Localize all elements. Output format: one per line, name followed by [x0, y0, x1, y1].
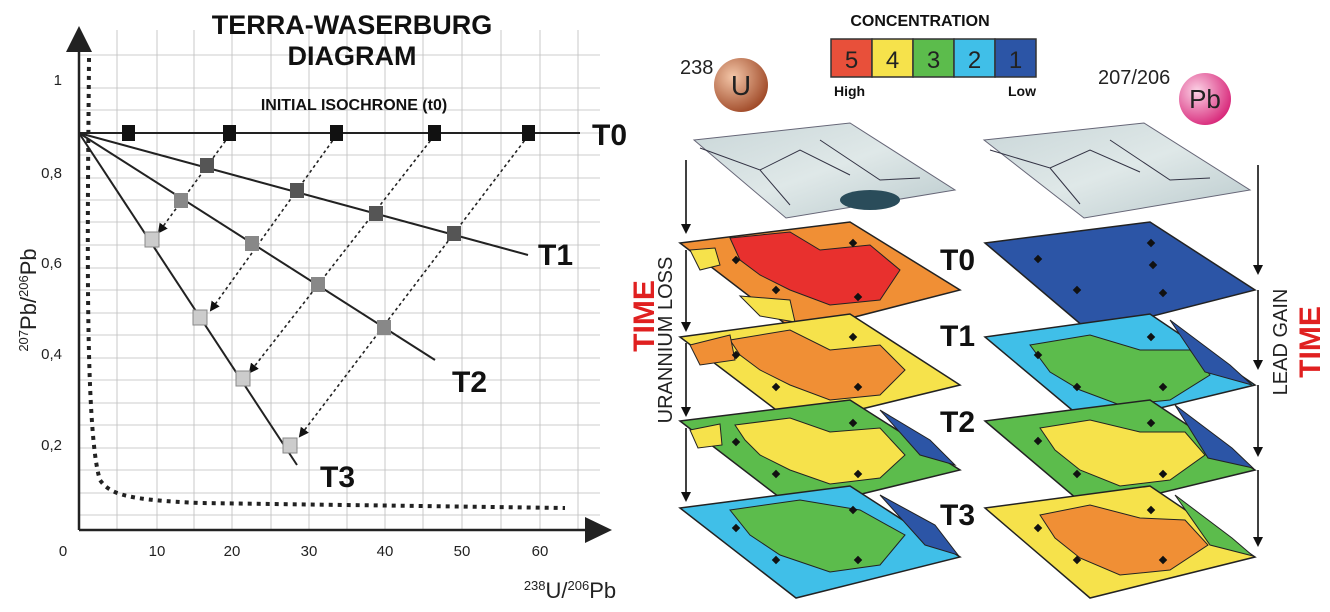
- uranium-badge: 238 U: [680, 57, 768, 112]
- lead-layer-t0: [983, 221, 1257, 333]
- uranium-stack: [678, 122, 962, 599]
- x-axis-label: 238U/206Pb: [524, 578, 616, 603]
- legend-low-label: Low: [1008, 83, 1036, 99]
- legend-level-value: 2: [968, 47, 981, 74]
- isochrone-t3-label: T3: [320, 461, 355, 494]
- x-tick-label: 30: [301, 543, 318, 560]
- y-tick-label: 1: [54, 72, 62, 89]
- x-tick-label: 0: [59, 543, 67, 560]
- x-tick-label: 40: [377, 543, 394, 560]
- lead-time-label: TIME: [1294, 306, 1327, 378]
- layer-label-t2: T2: [940, 406, 975, 439]
- uranium-sphere: [714, 58, 768, 112]
- lead-layer-t2: [983, 399, 1257, 511]
- legend-level-value: 5: [845, 47, 858, 74]
- y-tick-label: 0,4: [41, 346, 62, 363]
- uranium-time-label: TIME: [628, 280, 661, 352]
- legend-title: CONCENTRATION: [850, 13, 989, 30]
- uranium-layer-t2: [678, 399, 962, 511]
- layer-label-t1: T1: [940, 320, 975, 353]
- lead-layer-t1: [983, 313, 1257, 426]
- y-axis-arrowhead: [66, 26, 92, 52]
- uranium-layer-t0: [678, 221, 962, 333]
- concentration-maps-panel: CONCENTRATION 5 4 3 2 1 High Low 238 U 207/2…: [628, 13, 1327, 599]
- thin-section-photo-right: [982, 122, 1252, 219]
- x-tick-label: 60: [532, 543, 549, 560]
- lead-ratio: 207/206: [1098, 67, 1170, 89]
- lead-badge: 207/206 Pb: [1098, 67, 1231, 125]
- layer-label-t0: T0: [940, 244, 975, 277]
- y-tick-label: 0,2: [41, 437, 62, 454]
- legend-level-value: 1: [1009, 47, 1022, 74]
- lead-symbol: Pb: [1189, 84, 1221, 114]
- isochrone-t0-label: T0: [592, 119, 627, 152]
- lead-sphere: [1179, 73, 1231, 125]
- diagram-title-line2: DIAGRAM: [288, 41, 417, 71]
- concordia-curve: [85, 57, 566, 510]
- y-axis-label: 207Pb/206Pb: [16, 248, 41, 351]
- lead-gain-label: LEAD GAIN: [1270, 289, 1292, 396]
- legend-swatch: [830, 38, 873, 78]
- evolution-arrows: [157, 135, 529, 438]
- x-tick-label: 10: [149, 543, 166, 560]
- legend-swatch: [912, 38, 955, 78]
- isochrone-t2-label: T2: [452, 366, 487, 399]
- isochrone-t3-line: [78, 132, 298, 466]
- legend-level-value: 3: [927, 47, 940, 74]
- x-tick-label: 20: [224, 543, 241, 560]
- uranium-loss-label: URANNIUM LOSS: [655, 257, 677, 424]
- lead-stack: [982, 122, 1263, 599]
- x-tick-labels: 0 10 20 30 40 50 60: [59, 543, 549, 560]
- diagram-title-line1: TERRA-WASERBURG: [212, 10, 493, 40]
- uranium-layer-t3: [678, 485, 962, 599]
- legend-level-value: 4: [886, 47, 899, 74]
- initial-isochrone-label: INITIAL ISOCHRONE (t0): [261, 97, 447, 114]
- layer-labels: T0 T1 T2 T3: [940, 244, 975, 532]
- legend-swatch: [953, 38, 996, 78]
- legend-swatch: [994, 38, 1037, 78]
- tw-diagram: TERRA-WASERBURG DIAGRAM INITIAL ISOCHRON…: [16, 10, 627, 603]
- y-tick-label: 0,6: [41, 255, 62, 272]
- x-tick-label: 50: [454, 543, 471, 560]
- x-axis-arrowhead: [585, 517, 612, 543]
- uranium-layer-t1: [678, 313, 962, 426]
- lead-layer-t3: [983, 485, 1257, 599]
- thin-section-photo-left: [692, 122, 957, 219]
- concentration-legend: CONCENTRATION 5 4 3 2 1 High Low: [830, 13, 1037, 99]
- layer-label-t3: T3: [940, 499, 975, 532]
- legend-high-label: High: [834, 83, 865, 99]
- uranium-symbol: U: [731, 70, 751, 101]
- uranium-mass-number: 238: [680, 57, 713, 79]
- y-tick-labels: 1 0,8 0,6 0,4 0,2: [41, 72, 62, 454]
- isochrone-markers: [122, 125, 535, 454]
- isochrone-t1-label: T1: [538, 239, 573, 272]
- y-tick-label: 0,8: [41, 165, 62, 182]
